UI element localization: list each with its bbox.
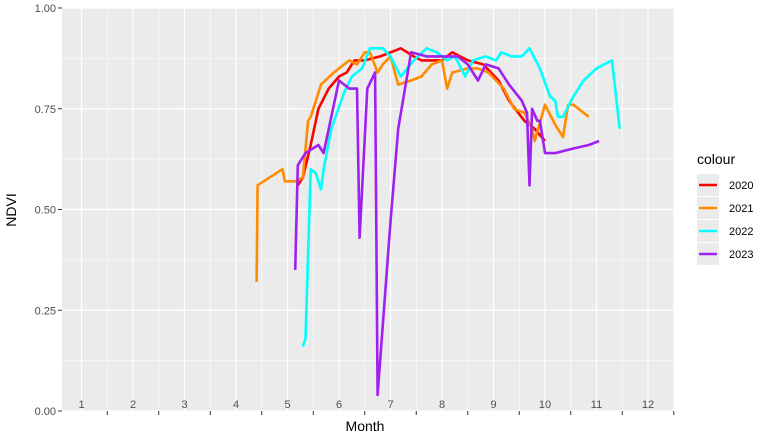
y-tick-label: 0.25 (35, 305, 56, 317)
x-tick-label: 8 (439, 399, 445, 411)
x-tick-label: 1 (78, 399, 84, 411)
legend-label-2020: 2020 (729, 180, 753, 192)
y-axis-title: NDVI (3, 193, 19, 226)
x-tick-label: 7 (387, 399, 393, 411)
x-tick-label: 3 (181, 399, 187, 411)
legend: colour 2020 2021 2022 2023 (697, 151, 753, 265)
series-lines (255, 47, 621, 397)
y-tick-label: 1.00 (35, 3, 56, 15)
legend-title: colour (697, 151, 735, 167)
legend-label-2023: 2023 (729, 249, 753, 261)
y-axis-ticks: 0.00 0.25 0.50 0.75 1.00 (35, 3, 62, 418)
x-tick-label: 4 (233, 399, 239, 411)
y-tick-label: 0.00 (35, 406, 56, 418)
x-tick-label: 12 (642, 399, 654, 411)
y-tick-label: 0.50 (35, 205, 56, 217)
x-axis-title: Month (346, 418, 385, 434)
x-tick-label: 5 (284, 399, 290, 411)
x-tick-label: 6 (336, 399, 342, 411)
legend-label-2022: 2022 (729, 226, 753, 238)
x-tick-label: 9 (490, 399, 496, 411)
x-tick-label: 2 (130, 399, 136, 411)
series-line-2022 (301, 47, 621, 347)
legend-label-2021: 2021 (729, 203, 753, 215)
x-axis-ticks: 1 2 3 4 5 6 7 8 9 10 11 12 (78, 399, 675, 415)
x-tick-label: 10 (539, 399, 551, 411)
series-line-2023 (293, 51, 600, 397)
y-tick-label: 0.75 (35, 104, 56, 116)
x-tick-label: 11 (591, 399, 602, 411)
series-line-2021 (255, 51, 590, 283)
